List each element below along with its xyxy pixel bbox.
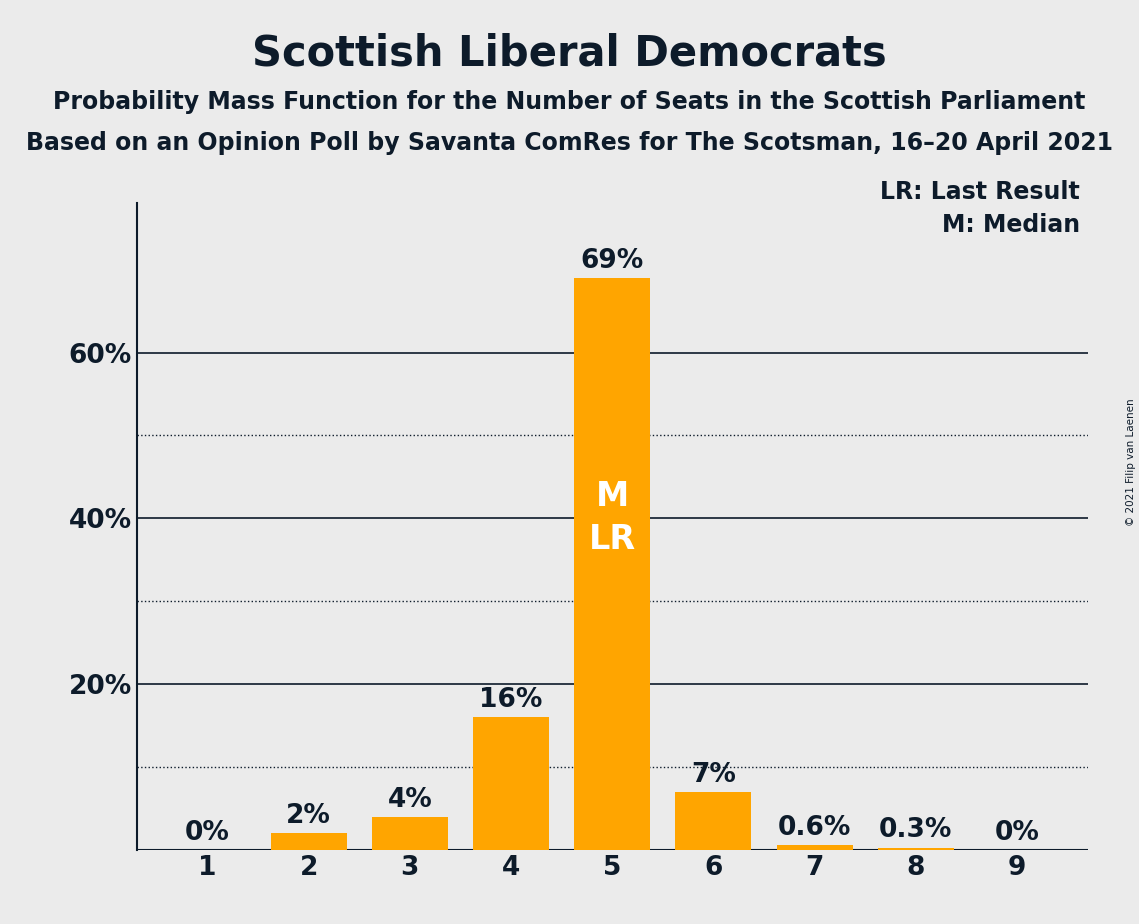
Text: © 2021 Filip van Laenen: © 2021 Filip van Laenen xyxy=(1125,398,1136,526)
Text: M: Median: M: Median xyxy=(942,213,1080,237)
Bar xyxy=(878,847,953,850)
Bar xyxy=(574,278,650,850)
Text: 2%: 2% xyxy=(286,803,331,830)
Text: LR: Last Result: LR: Last Result xyxy=(880,180,1080,204)
Bar xyxy=(271,833,346,850)
Bar xyxy=(777,845,852,850)
Text: 0.6%: 0.6% xyxy=(778,815,851,841)
Text: 0.3%: 0.3% xyxy=(879,818,952,844)
Bar xyxy=(473,717,549,850)
Text: Probability Mass Function for the Number of Seats in the Scottish Parliament: Probability Mass Function for the Number… xyxy=(54,90,1085,114)
Text: 0%: 0% xyxy=(994,820,1040,846)
Text: 69%: 69% xyxy=(581,248,644,274)
Text: Based on an Opinion Poll by Savanta ComRes for The Scotsman, 16–20 April 2021: Based on an Opinion Poll by Savanta ComR… xyxy=(26,131,1113,155)
Text: 16%: 16% xyxy=(480,687,542,713)
Text: Scottish Liberal Democrats: Scottish Liberal Democrats xyxy=(252,32,887,74)
Text: 7%: 7% xyxy=(691,762,736,788)
Text: 4%: 4% xyxy=(387,786,432,813)
Text: M
LR: M LR xyxy=(589,480,636,556)
Text: 0%: 0% xyxy=(185,820,230,846)
Bar xyxy=(675,792,752,850)
Bar xyxy=(372,817,448,850)
